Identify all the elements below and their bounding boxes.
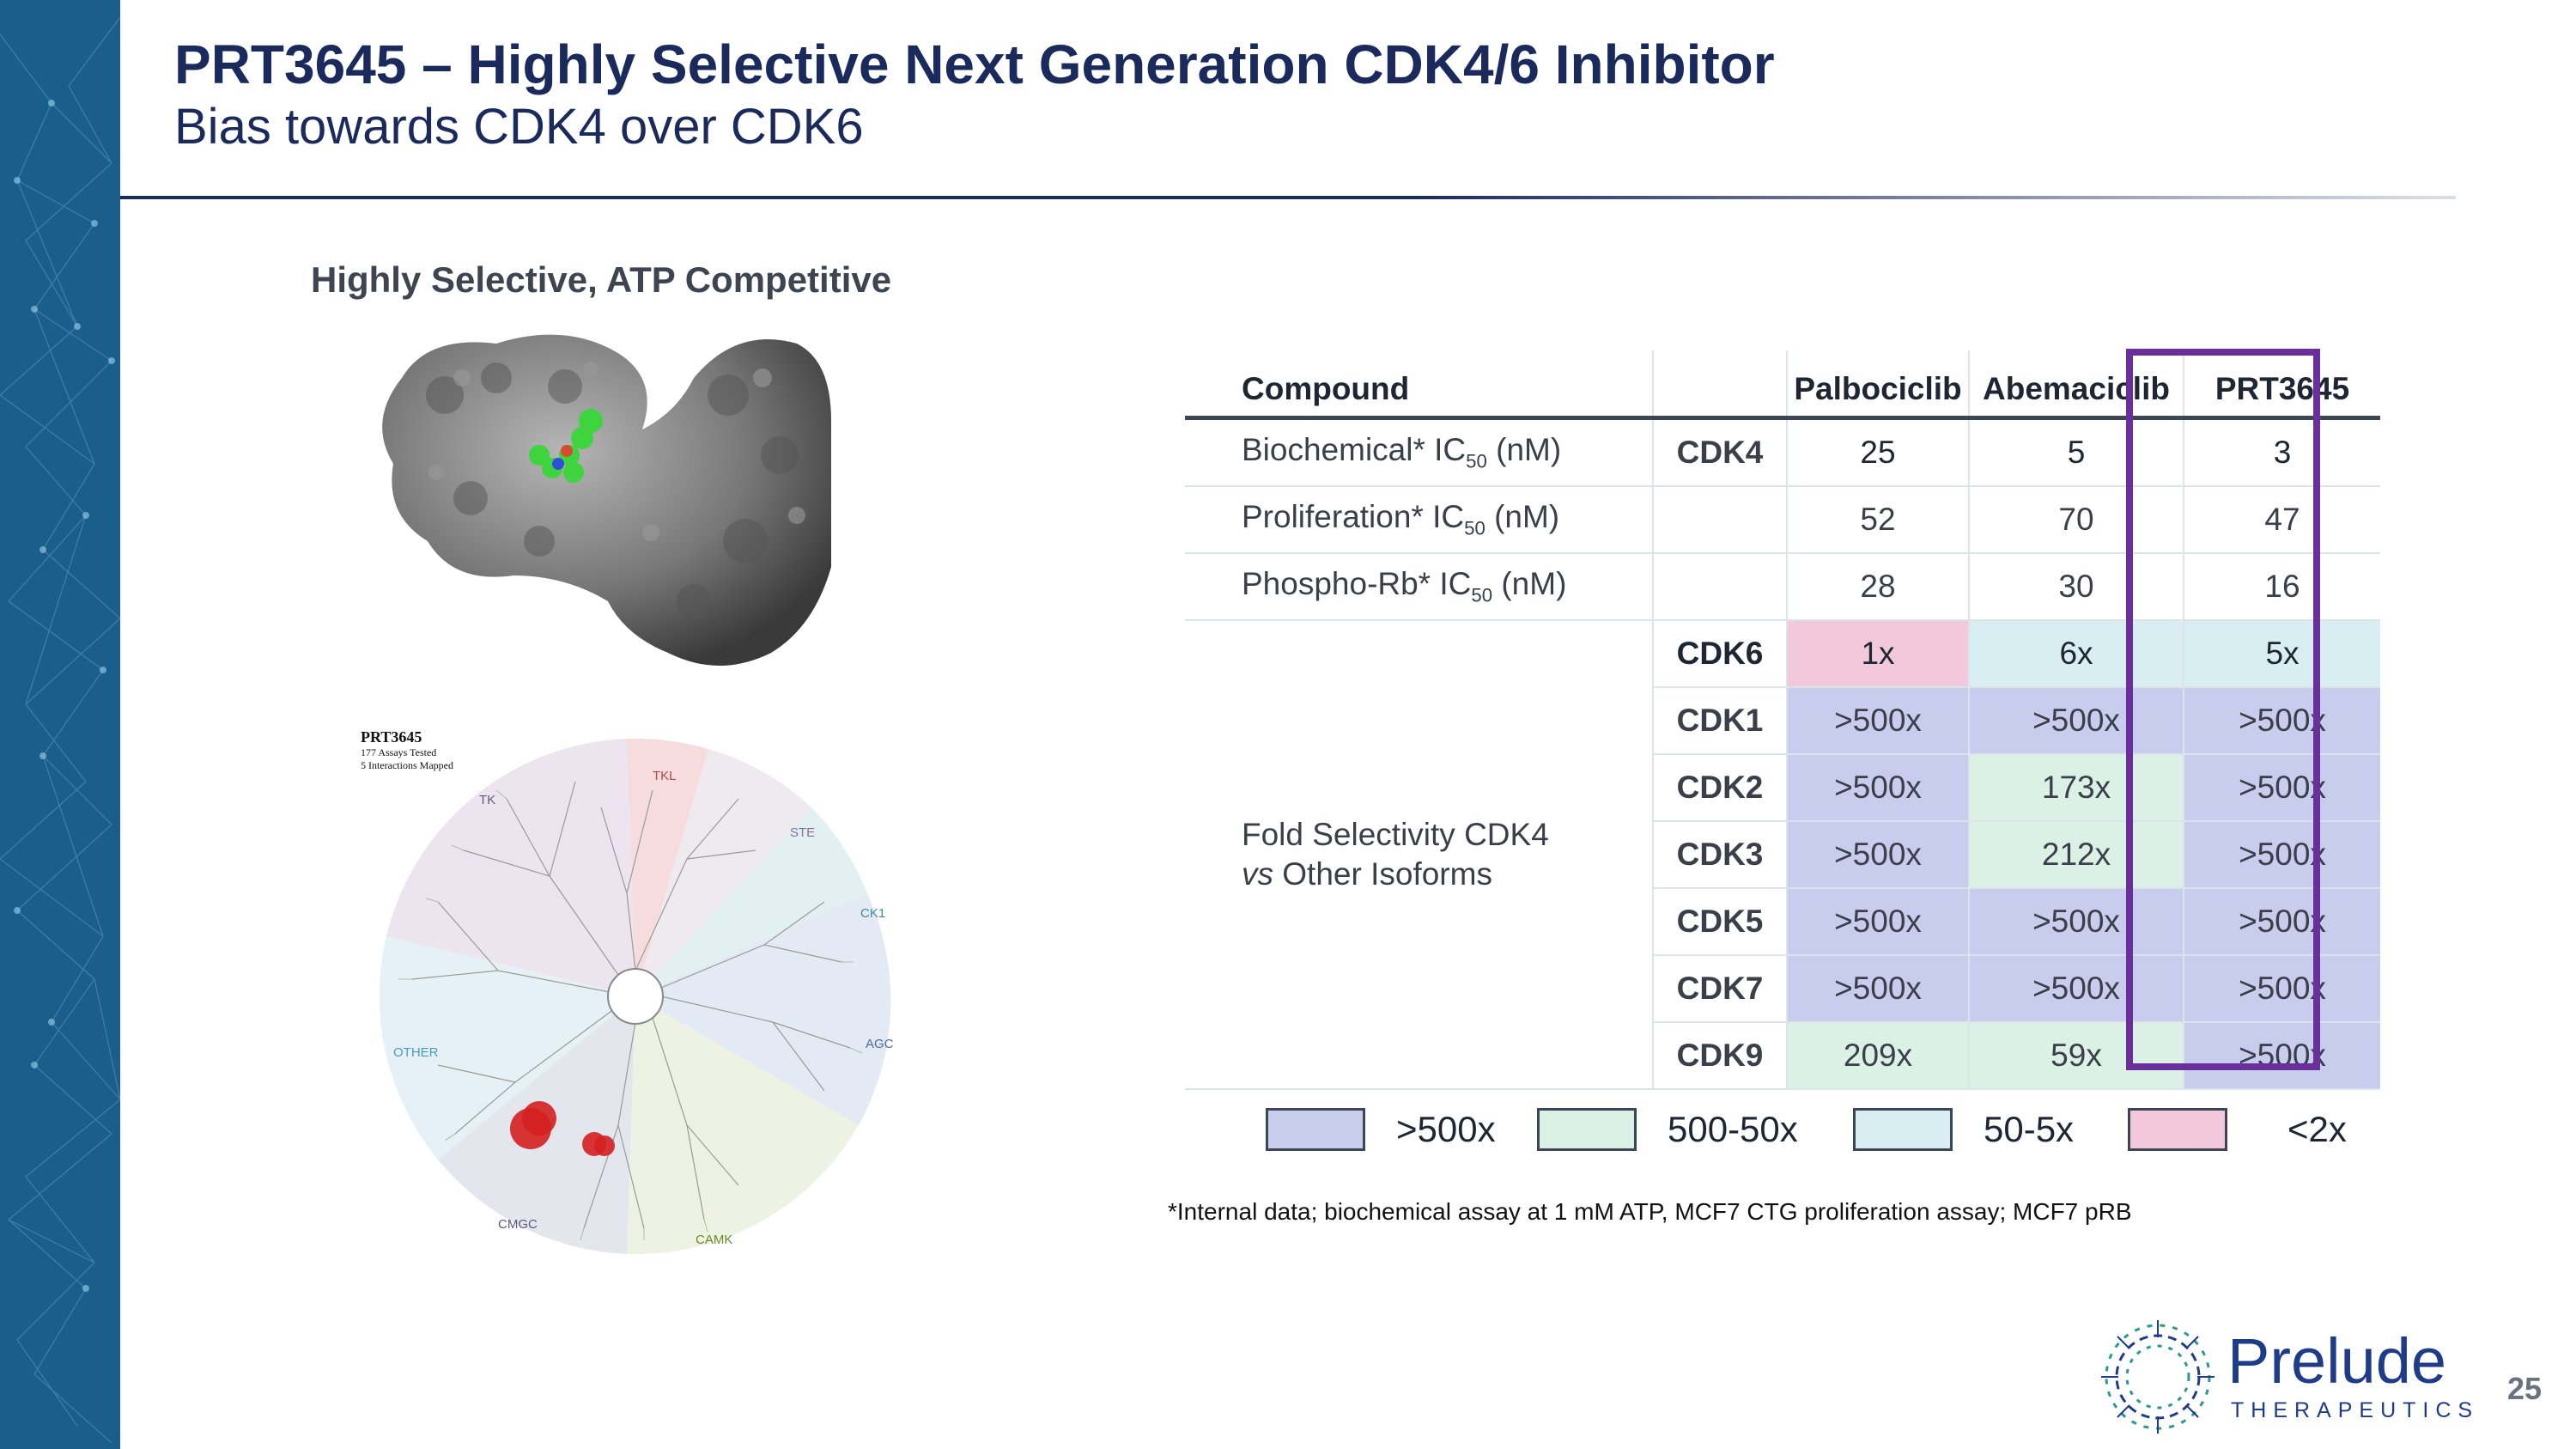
table-row: Biochemical* IC50 (nM) CDK4 25 5 3 [1185,417,2380,487]
value-cell: 25 [1786,417,1969,487]
value-cell: 209x [1786,1022,1969,1090]
kinome-group-label: AGC [866,1037,894,1051]
value-cell: 212x [1968,821,2184,889]
target-label: CDK3 [1652,821,1787,889]
table-header-row: Compound Palbociclib Abemaciclib PRT3645 [1185,350,2380,420]
target-label: CDK7 [1652,955,1787,1023]
kinome-group-label: CAMK [696,1233,732,1247]
table-row: CDK2 >500x 173x >500x [1185,754,2380,822]
legend-label: 500-50x [1668,1109,1798,1149]
target-label: CDK9 [1652,1022,1787,1090]
value-cell: >500x [2183,687,2380,755]
value-cell: 16 [2183,553,2380,621]
target-label: CDK6 [1652,620,1787,688]
value-cell: 1x [1786,620,1969,688]
kinome-assays-text: 177 Assays Tested [361,746,437,758]
value-cell: 52 [1786,486,1969,554]
value-cell: 59x [1968,1022,2184,1090]
footnote: *Internal data; biochemical assay at 1 m… [1168,1198,2132,1225]
legend-swatch [2128,1108,2227,1151]
table-row: CDK5 >500x >500x >500x [1185,888,2380,956]
page-subtitle: Bias towards CDK4 over CDK6 [174,99,864,155]
value-cell: >500x [1786,687,1969,755]
param-label: Biochemical* IC50 (nM) [1185,417,1653,487]
value-cell: 70 [1968,486,2184,554]
target-label [1652,486,1787,554]
param-label: Proliferation* IC50 (nM) [1185,486,1653,554]
brand-tagline: THERAPEUTICS [2231,1398,2480,1422]
kinome-group-label: TKL [653,769,677,783]
legend-swatch [1266,1108,1365,1151]
value-cell: >500x [1968,687,2184,755]
brand-name: Prelude [2227,1325,2447,1397]
legend-label: >500x [1396,1109,1496,1149]
kinome-group-label: STE [790,825,815,840]
value-cell: 3 [2183,417,2380,487]
table-row: CDK7 >500x >500x >500x [1185,955,2380,1023]
legend-item: 500-50x [1537,1108,1798,1151]
fold-selectivity-label: Fold Selectivity CDK4 vs Other Isoforms [1185,620,1653,1090]
table-row: CDK3 >500x 212x >500x [1185,821,2380,889]
header-compound: Compound [1185,350,1653,420]
target-label: CDK2 [1652,754,1787,822]
value-cell: >500x [2183,1022,2380,1090]
value-cell: 28 [1786,553,1969,621]
param-label: Phospho-Rb* IC50 (nM) [1185,553,1653,621]
target-label [1652,553,1787,621]
header-palbociclib: Palbociclib [1786,350,1969,420]
table-row: Fold Selectivity CDK4 vs Other Isoforms C… [1185,620,2380,1090]
legend-item: 50-5x [1853,1108,2074,1151]
kinome-interactions-text: 5 Interactions Mapped [361,759,453,771]
legend-item: >500x [1266,1108,1496,1151]
target-label: CDK4 [1652,417,1787,487]
value-cell: >500x [1786,821,1969,889]
page-number: 25 [2507,1371,2543,1406]
value-cell: >500x [1968,955,2184,1023]
value-cell: 173x [1968,754,2184,822]
value-cell: >500x [2183,955,2380,1023]
table-row: CDK1 >500x >500x >500x [1185,687,2380,755]
selectivity-table: Compound Palbociclib Abemaciclib PRT3645… [1185,350,2380,1090]
value-cell: >500x [2183,821,2380,889]
table-row: CDK9 209x 59x >500x [1185,1022,2380,1090]
protein-structure-image [382,334,831,666]
prelude-logo: Prelude THERAPEUTICS [2097,1316,2472,1436]
kinome-tree-diagram: TKL STE CK1 AGC CAMK CMGC OTHER TK [379,738,894,1255]
target-label: CDK5 [1652,888,1787,956]
value-cell: >500x [2183,754,2380,822]
header-abemaciclib: Abemaciclib [1968,350,2184,420]
network-pattern-graphic [0,16,120,1444]
value-cell: >500x [1786,955,1969,1023]
legend-item: <2x [2128,1108,2347,1151]
table-row: Proliferation* IC50 (nM) 52 70 47 [1185,486,2380,554]
legend-label: 50-5x [1984,1109,2075,1149]
table-row: Phospho-Rb* IC50 (nM) 28 30 16 [1185,553,2380,621]
kinome-group-label: TK [479,793,495,807]
kinome-group-label: CK1 [860,906,885,921]
section-label: Highly Selective, ATP Competitive [311,259,892,300]
header-target [1652,350,1787,420]
legend-swatch [1853,1108,1953,1151]
logo-helix-icon [2101,1320,2215,1434]
kinome-group-label: OTHER [393,1045,439,1060]
kinome-compound-name: PRT3645 [361,728,422,746]
legend-label: <2x [2287,1109,2347,1149]
value-cell: 30 [1968,553,2184,621]
target-label: CDK1 [1652,687,1787,755]
legend-swatch [1537,1108,1637,1151]
value-cell: 6x [1968,620,2184,688]
kinome-group-label: CMGC [498,1217,538,1232]
value-cell: >500x [2183,888,2380,956]
value-cell: >500x [1968,888,2184,956]
decorative-sidebar [0,0,120,1449]
kinome-caption: PRT3645 177 Assays Tested 5 Interactions… [361,728,453,772]
page-title: PRT3645 – Highly Selective Next Generati… [174,33,1775,95]
value-cell: >500x [1786,754,1969,822]
header-prt3645: PRT3645 [2183,350,2380,420]
value-cell: 5 [1968,417,2184,487]
value-cell: 47 [2183,486,2380,554]
value-cell: 5x [2183,620,2380,688]
value-cell: >500x [1786,888,1969,956]
header-divider [120,196,2456,199]
